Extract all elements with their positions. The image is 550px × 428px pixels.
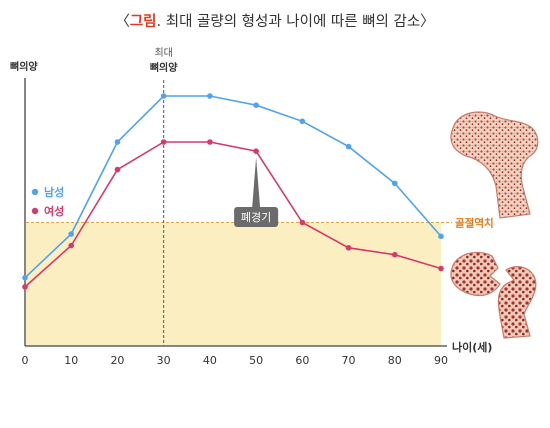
data-point-female <box>253 148 259 154</box>
healthy-femur-illustration <box>450 111 539 219</box>
peak-label-line1: 최대 <box>154 47 172 59</box>
data-point-female <box>114 166 121 173</box>
data-point-male <box>114 139 121 145</box>
x-tick-label: 60 <box>295 354 309 367</box>
data-point-female <box>207 139 213 145</box>
legend-male-marker <box>31 188 39 196</box>
x-tick-label: 80 <box>388 354 402 367</box>
callout-pointer <box>252 157 261 208</box>
series-line-male <box>24 95 442 279</box>
y-axis-label: 뼈의양 <box>10 60 38 73</box>
data-point-female <box>160 139 167 145</box>
x-tick-labels: 0 10 20 30 40 50 60 70 80 90 <box>22 354 449 367</box>
x-tick-label: 20 <box>110 354 124 367</box>
legend-female-label: 여성 <box>44 204 64 218</box>
x-tick-label: 70 <box>342 354 356 367</box>
osteoporotic-femur-illustration <box>450 251 537 339</box>
series-layer <box>22 93 444 290</box>
data-point-male <box>438 233 444 240</box>
x-tick-label: 0 <box>22 354 29 367</box>
data-point-female <box>299 219 306 226</box>
data-point-male <box>391 180 398 187</box>
x-axis-label: 나이(세) <box>452 340 492 354</box>
fracture-risk-zone <box>26 222 441 346</box>
data-point-male <box>299 118 306 125</box>
figure-title: 〈그림. 최대 골량의 형성과 나이에 따른 뼈의 감소〉 <box>115 12 434 30</box>
x-tick-label: 30 <box>157 354 171 367</box>
data-point-female <box>22 284 28 290</box>
peak-label-line2: 뼈의양 <box>150 61 178 74</box>
x-tick-label: 10 <box>64 354 78 367</box>
data-point-male <box>207 93 213 99</box>
menopause-callout: 폐경기 <box>234 157 279 227</box>
title-close-bracket: 〉 <box>420 13 435 30</box>
x-tick-label: 40 <box>203 354 217 367</box>
fracture-threshold-label: 골절역치 <box>455 217 494 230</box>
menopause-label: 폐경기 <box>241 211 271 224</box>
data-point-female <box>345 245 352 251</box>
title-accent: 그림 <box>130 12 157 30</box>
legend: 남성 여성 <box>31 185 64 218</box>
x-tick-label: 50 <box>249 354 263 367</box>
data-point-male <box>345 143 352 150</box>
legend-male-label: 남성 <box>44 185 64 199</box>
data-point-male <box>160 93 167 99</box>
data-point-male <box>68 231 75 237</box>
data-point-female <box>391 251 398 258</box>
x-tick-label: 90 <box>434 354 448 367</box>
data-point-male <box>253 102 259 108</box>
data-point-male <box>22 274 28 281</box>
data-point-female <box>68 242 75 249</box>
data-point-female <box>438 265 444 272</box>
title-open-bracket: 〈 <box>115 13 130 30</box>
series-line-female <box>24 141 442 288</box>
callout-box <box>234 207 279 227</box>
legend-female-marker <box>31 207 39 215</box>
title-text: . 최대 골량의 형성과 나이에 따른 뼈의 감소 <box>157 13 421 30</box>
